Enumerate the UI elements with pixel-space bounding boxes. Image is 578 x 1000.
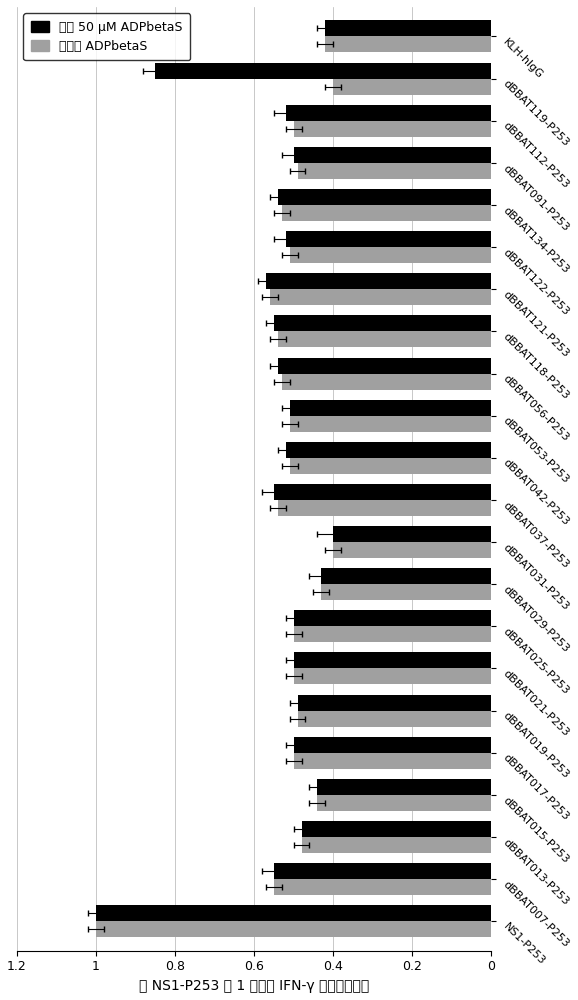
Bar — [96, 921, 491, 937]
Bar — [286, 442, 491, 458]
Bar — [325, 20, 491, 36]
Bar — [290, 400, 491, 416]
Bar — [290, 247, 491, 263]
Legend: 添加 50 μM ADPbetaS, 未添加 ADPbetaS: 添加 50 μM ADPbetaS, 未添加 ADPbetaS — [23, 13, 190, 60]
Bar — [286, 105, 491, 121]
Bar — [333, 542, 491, 558]
Bar — [294, 610, 491, 626]
Bar — [281, 374, 491, 390]
Bar — [302, 837, 491, 853]
Bar — [294, 668, 491, 684]
Bar — [294, 737, 491, 753]
Bar — [294, 753, 491, 769]
Bar — [321, 584, 491, 600]
Bar — [294, 147, 491, 163]
Bar — [321, 568, 491, 584]
X-axis label: 当 NS1-P253 为 1 时，人 IFN-γ 产生的相对値: 当 NS1-P253 为 1 时，人 IFN-γ 产生的相对値 — [139, 979, 369, 993]
Bar — [274, 315, 491, 331]
Bar — [274, 484, 491, 500]
Bar — [294, 121, 491, 137]
Bar — [274, 863, 491, 879]
Bar — [96, 905, 491, 921]
Bar — [155, 63, 491, 79]
Bar — [274, 879, 491, 895]
Bar — [266, 273, 491, 289]
Bar — [270, 289, 491, 305]
Bar — [294, 626, 491, 642]
Bar — [278, 358, 491, 374]
Bar — [325, 36, 491, 52]
Bar — [298, 163, 491, 179]
Bar — [294, 652, 491, 668]
Bar — [278, 500, 491, 516]
Bar — [333, 526, 491, 542]
Bar — [333, 79, 491, 95]
Bar — [286, 231, 491, 247]
Bar — [278, 189, 491, 205]
Bar — [290, 416, 491, 432]
Bar — [278, 331, 491, 347]
Bar — [298, 695, 491, 711]
Bar — [317, 779, 491, 795]
Bar — [317, 795, 491, 811]
Bar — [302, 821, 491, 837]
Bar — [281, 205, 491, 221]
Bar — [298, 711, 491, 727]
Bar — [290, 458, 491, 474]
